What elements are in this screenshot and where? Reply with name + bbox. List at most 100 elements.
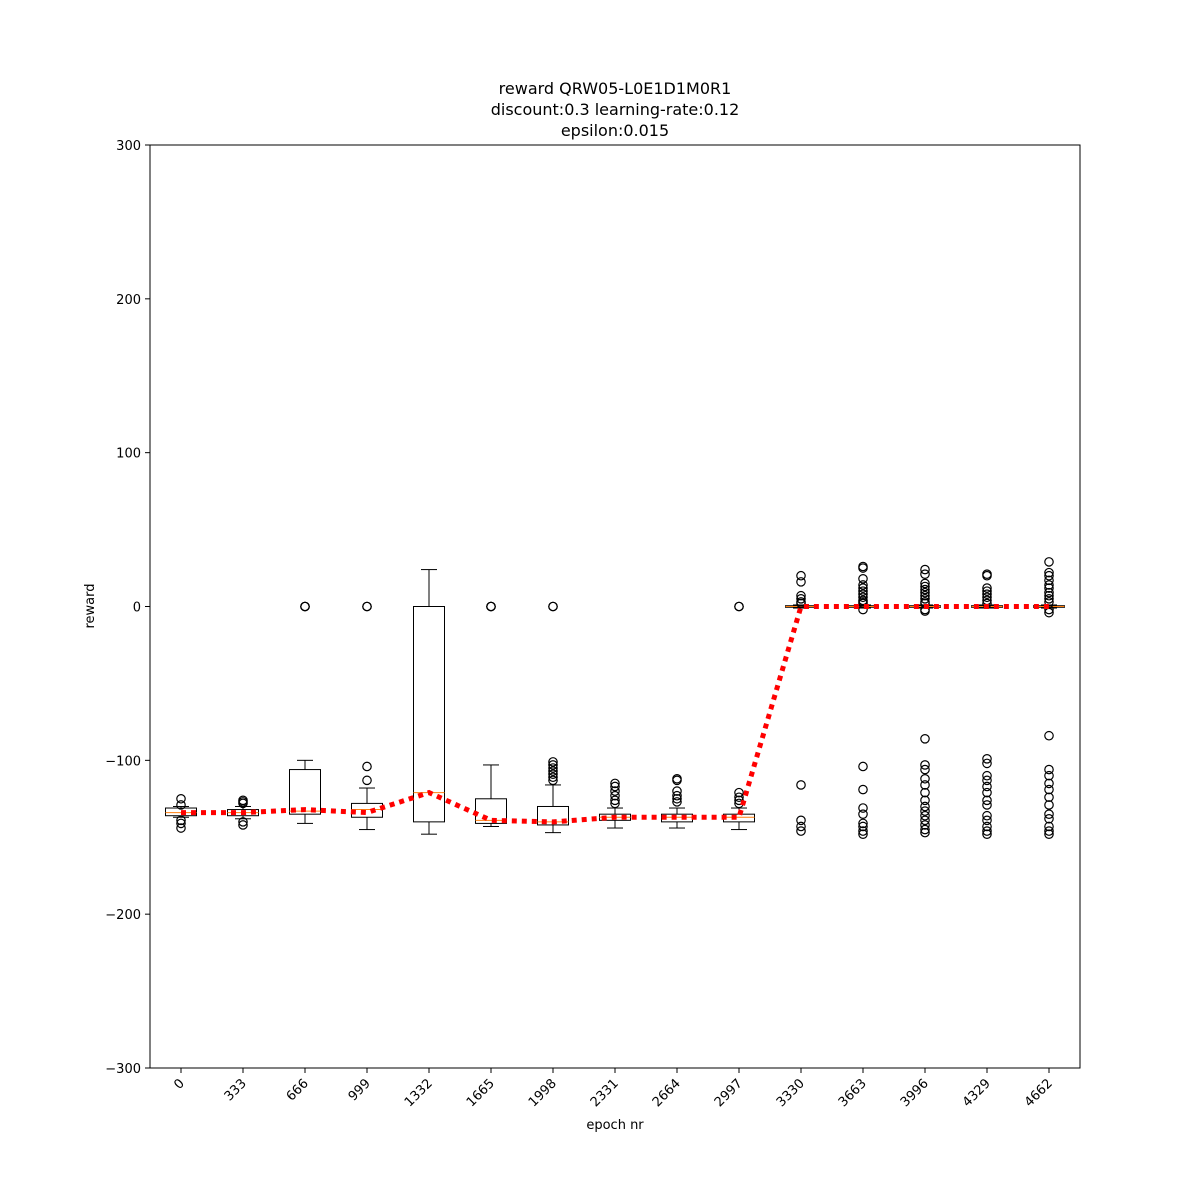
outlier-point: [982, 810, 992, 821]
outlier-point: [858, 592, 868, 603]
outlier-point: [858, 604, 868, 615]
outlier-point: [672, 786, 682, 796]
outlier-point: [610, 781, 620, 792]
outlier-point: [920, 795, 930, 806]
outlier-point: [920, 578, 930, 589]
outlier-point: [238, 820, 248, 830]
outlier-point: [858, 761, 868, 772]
box-iqr: [537, 805, 569, 826]
outlier-point: [920, 594, 930, 604]
outlier-point: [1044, 587, 1054, 598]
outlier-point: [1044, 597, 1054, 607]
box-iqr: [289, 769, 321, 815]
outlier-point: [486, 601, 496, 612]
outlier-point: [858, 583, 868, 593]
outlier-point: [362, 601, 372, 612]
outlier-point: [548, 766, 558, 776]
outlier-point: [982, 800, 992, 810]
outlier-point: [920, 587, 930, 598]
outlier-point: [176, 793, 186, 804]
outlier-point: [858, 809, 868, 819]
outlier-point: [982, 758, 992, 769]
outlier-point: [176, 818, 186, 829]
box-group-333: [227, 795, 259, 830]
outlier-point: [672, 797, 682, 807]
outlier-point: [920, 824, 930, 835]
outlier-point: [1044, 607, 1054, 618]
outlier-point: [920, 810, 930, 821]
box-group-1665: [475, 601, 507, 827]
x-axis-label: epoch nr: [586, 1118, 644, 1133]
outlier-point: [1044, 829, 1054, 839]
outlier-point: [920, 801, 930, 812]
outlier-point: [920, 773, 930, 784]
outlier-point: [858, 821, 868, 832]
y-tick-label: −300: [105, 1062, 141, 1077]
outlier-point: [1044, 570, 1054, 581]
outlier-point: [610, 778, 620, 789]
y-tick-label: 0: [133, 601, 141, 616]
outlier-point: [796, 815, 806, 826]
mean-line: [181, 604, 1049, 825]
chart-title-line-2: discount:0.3 learning-rate:0.12: [491, 100, 740, 119]
y-tick-label: 100: [116, 447, 141, 462]
chart-title-line-1: reward QRW05-L0E1D1M0R1: [499, 79, 732, 98]
outlier-point: [796, 570, 806, 581]
outlier-point: [734, 792, 744, 803]
outlier-point: [982, 592, 992, 603]
outlier-point: [362, 775, 372, 786]
outlier-point: [1044, 730, 1054, 741]
outlier-point: [1044, 800, 1054, 810]
outlier-point: [1044, 770, 1054, 781]
outlier-point: [1044, 567, 1054, 578]
outlier-point: [1044, 590, 1054, 601]
outlier-point: [982, 795, 992, 806]
outlier-point: [796, 598, 806, 609]
outlier-point: [610, 795, 620, 806]
outlier-point: [920, 806, 930, 816]
outlier-point: [176, 800, 186, 810]
outlier-point: [176, 815, 186, 826]
outlier-point: [796, 594, 806, 604]
outlier-point: [1044, 778, 1054, 789]
y-axis-label: reward: [83, 583, 98, 628]
box-iqr: [413, 606, 445, 823]
outlier-point: [858, 818, 868, 829]
outlier-point: [1044, 813, 1054, 824]
outlier-point: [982, 787, 992, 798]
outlier-point: [1044, 764, 1054, 775]
outlier-point: [1044, 594, 1054, 604]
outlier-point: [1044, 809, 1054, 819]
outlier-point: [982, 589, 992, 599]
outlier-point: [1044, 583, 1054, 593]
outlier-point: [920, 564, 930, 575]
outlier-point: [300, 601, 310, 612]
outlier-point: [920, 787, 930, 798]
outlier-point: [858, 586, 868, 596]
outlier-point: [796, 826, 806, 836]
outlier-point: [920, 569, 930, 579]
box-group-2664: [661, 773, 693, 829]
box-group-4662: [1033, 557, 1065, 839]
outlier-point: [548, 757, 558, 767]
outlier-point: [548, 772, 558, 783]
outlier-point: [920, 764, 930, 775]
outlier-point: [548, 760, 558, 770]
outlier-point: [238, 798, 248, 809]
outlier-point: [920, 780, 930, 790]
outlier-point: [1044, 580, 1054, 590]
outlier-point: [1044, 604, 1054, 615]
outlier-point: [858, 829, 868, 839]
outlier-point: [1044, 792, 1054, 803]
outlier-point: [796, 577, 806, 587]
outlier-point: [610, 798, 620, 809]
outlier-point: [734, 787, 744, 798]
outlier-point: [982, 570, 992, 581]
outlier-point: [920, 760, 930, 770]
chart-title-line-3: epsilon:0.015: [561, 121, 669, 140]
outlier-point: [982, 821, 992, 832]
outlier-point: [920, 815, 930, 826]
plot-area: [165, 557, 1065, 839]
outlier-point: [982, 826, 992, 836]
